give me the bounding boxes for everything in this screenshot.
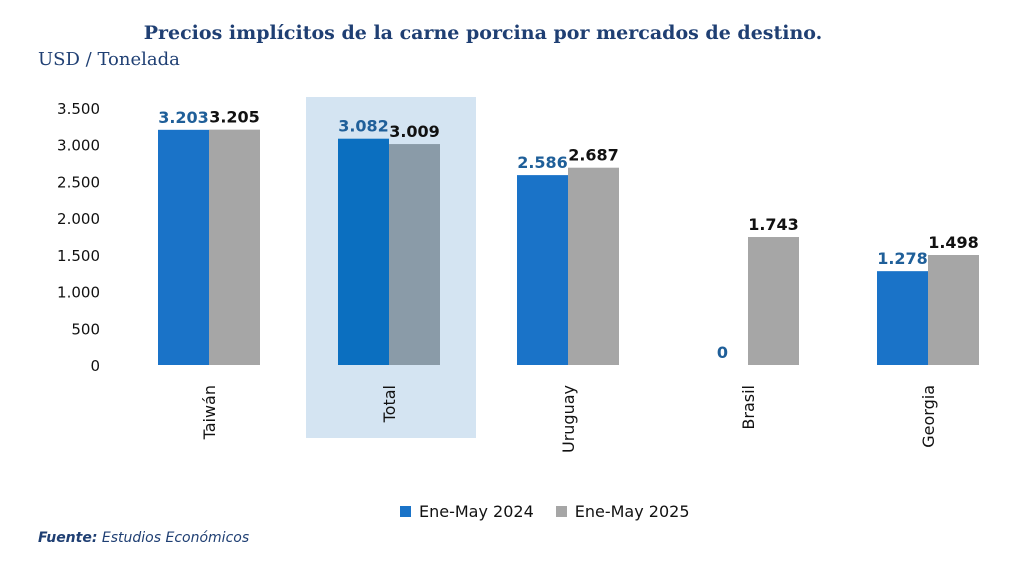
legend-swatch-2025 — [555, 506, 567, 517]
data-label: 3.082 — [338, 117, 389, 136]
chart-title: Precios implícitos de la carne porcina p… — [143, 22, 823, 44]
data-label: 1.498 — [928, 233, 979, 252]
bar — [748, 237, 799, 365]
y-tick-label: 500 — [71, 320, 100, 338]
data-label: 1.743 — [748, 215, 799, 234]
y-axis-unit: USD / Tonelada — [38, 49, 180, 70]
data-label: 3.205 — [209, 108, 260, 127]
bar — [928, 255, 979, 365]
y-tick-label: 1.500 — [57, 247, 100, 265]
legend: Ene-May 2024 Ene-May 2025 — [400, 502, 712, 521]
legend-label-2024: Ene-May 2024 — [419, 502, 534, 521]
category-label: Taiwán — [200, 385, 219, 440]
data-label: 1.278 — [877, 249, 928, 268]
bar — [877, 271, 928, 365]
source-note: Fuente: Estudios Económicos — [38, 530, 249, 546]
source-label: Fuente: — [38, 530, 98, 546]
y-tick-label: 2.000 — [57, 210, 100, 228]
category-label: Uruguay — [559, 385, 578, 453]
legend-item-2024: Ene-May 2024 — [400, 502, 534, 521]
legend-label-2025: Ene-May 2025 — [574, 502, 690, 521]
category-label: Total — [380, 385, 399, 423]
y-tick-label: 3.500 — [57, 100, 100, 118]
data-label: 3.009 — [389, 122, 440, 141]
data-label: 0 — [717, 343, 728, 362]
source-text: Estudios Económicos — [101, 530, 250, 546]
category-label: Brasil — [739, 385, 758, 430]
y-tick-label: 1.000 — [57, 284, 100, 302]
bar — [389, 144, 440, 365]
data-label: 2.586 — [517, 153, 568, 172]
bar — [158, 129, 209, 365]
bar — [209, 129, 260, 365]
legend-swatch-2024 — [400, 506, 411, 517]
bar — [517, 175, 568, 365]
y-tick-label: 3.000 — [57, 137, 100, 155]
y-tick-label: 0 — [90, 357, 100, 375]
bar — [568, 167, 619, 365]
category-label: Georgia — [919, 385, 938, 448]
data-label: 2.687 — [568, 146, 619, 165]
legend-item-2025: Ene-May 2025 — [555, 502, 690, 521]
data-label: 3.203 — [158, 108, 209, 127]
y-tick-label: 2.500 — [57, 173, 100, 191]
bar — [338, 138, 389, 365]
